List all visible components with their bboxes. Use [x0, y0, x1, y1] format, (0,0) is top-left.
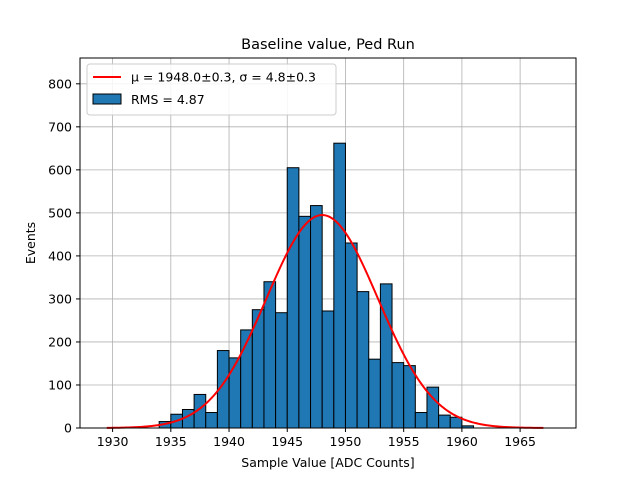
- legend-fit-label: μ = 1948.0±0.3, σ = 4.8±0.3: [131, 70, 316, 85]
- histogram-bar: [356, 291, 370, 429]
- histogram-bar: [228, 357, 242, 429]
- y-tick-label: 500: [48, 205, 72, 220]
- legend-rms-label: RMS = 4.87: [131, 92, 205, 107]
- legend: μ = 1948.0±0.3, σ = 4.8±0.3 RMS = 4.87: [86, 63, 337, 116]
- x-axis-label: Sample Value [ADC Counts]: [241, 455, 414, 470]
- x-tick-label: 1955: [388, 434, 420, 449]
- x-tick-label: 1965: [504, 434, 536, 449]
- histogram-bar: [368, 358, 381, 429]
- y-tick-label: 0: [64, 421, 72, 436]
- histogram-bar: [344, 242, 358, 429]
- legend-rms-swatch: [92, 93, 122, 105]
- x-tick-label: 1940: [213, 434, 245, 449]
- x-tick-label: 1960: [446, 434, 478, 449]
- histogram-bar: [403, 365, 416, 429]
- x-tick-label: 1945: [271, 434, 303, 449]
- y-tick-label: 300: [48, 291, 72, 306]
- histogram-bar: [275, 312, 288, 429]
- histogram-bar: [414, 412, 428, 429]
- y-tick-label: 400: [48, 248, 72, 263]
- x-tick-label: 1950: [330, 434, 362, 449]
- y-tick-label: 600: [48, 162, 72, 177]
- histogram-bar: [286, 167, 300, 429]
- histogram-bar: [298, 215, 312, 429]
- histogram-bar: [321, 310, 335, 429]
- y-tick-label: 800: [48, 76, 72, 91]
- gaussian-fit-curve: [106, 214, 544, 429]
- chart-title: Baseline value, Ped Run: [241, 37, 415, 53]
- legend-box: [86, 63, 337, 116]
- histogram-bar: [438, 414, 451, 429]
- histogram-bar: [379, 283, 393, 429]
- x-tick-label: 1935: [155, 434, 187, 449]
- histogram-bar: [391, 362, 405, 429]
- y-axis-ticks: 0 100 200 300 400 500 600 700 800: [48, 76, 80, 436]
- histogram-bar: [205, 412, 218, 429]
- y-tick-label: 100: [48, 377, 72, 392]
- y-tick-label: 200: [48, 334, 72, 349]
- x-tick-label: 1930: [97, 434, 129, 449]
- histogram-bar: [333, 142, 346, 429]
- histogram-bar: [263, 281, 277, 429]
- x-axis-ticks: 1930 1935 1940 1945 1950 1955 1960 1965: [97, 428, 536, 449]
- y-tick-label: 700: [48, 119, 72, 134]
- y-axis-label: Events: [23, 222, 38, 264]
- plot-frame: [79, 57, 577, 429]
- histogram-bar: [310, 205, 323, 429]
